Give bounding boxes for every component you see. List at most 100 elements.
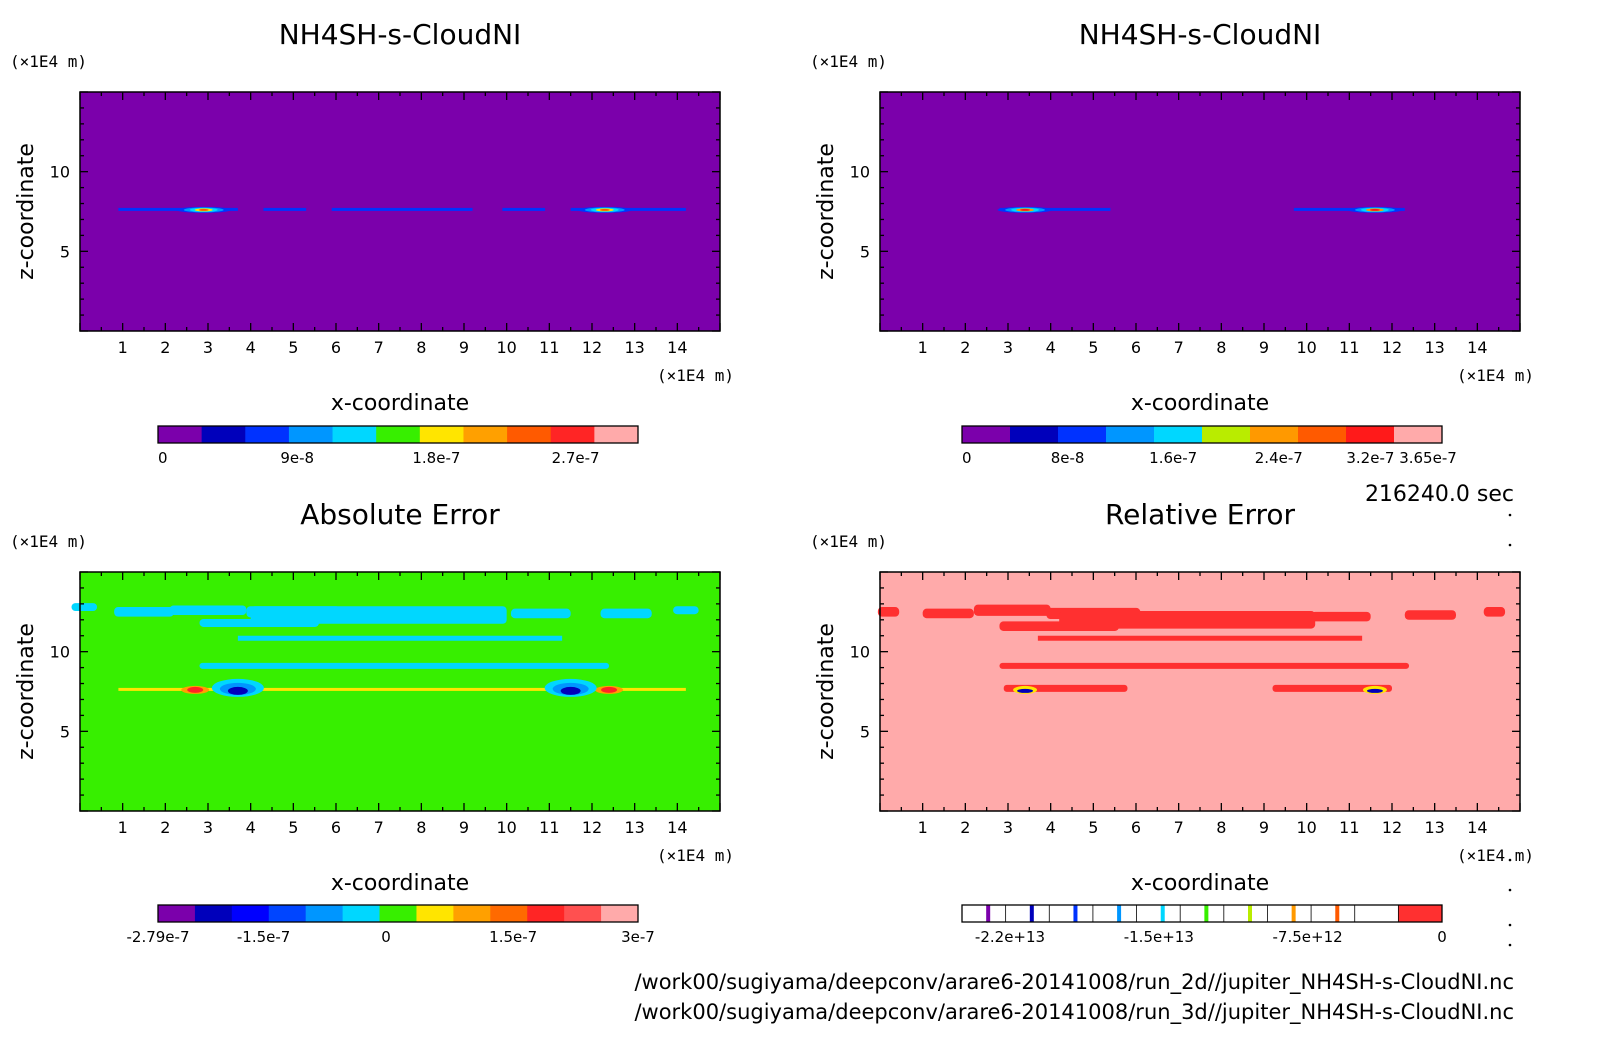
colorbar-line — [986, 905, 991, 922]
x-tick-label: 4 — [1046, 338, 1056, 357]
colorbar-segment — [194, 905, 233, 922]
x-tick-label: 9 — [1259, 818, 1269, 837]
colorbar-label: 3e-7 — [621, 928, 655, 946]
x-unit-label: (×1E4 m) — [1457, 846, 1534, 865]
colorbar-segment — [1202, 426, 1251, 443]
colorbar-segment — [1398, 905, 1443, 922]
x-unit-label: (×1E4 m) — [657, 846, 734, 865]
x-tick-label: 5 — [288, 818, 298, 837]
colorbar-label: 0 — [158, 449, 168, 467]
panel-2: NH4SH-s-CloudNI(×1E4 m)(×1E4 m)1 2 3 4 5 6 7 8 9… — [810, 18, 1534, 467]
x-tick-label: 13 — [624, 818, 644, 837]
chart-title: NH4SH-s-CloudNI — [1079, 18, 1322, 51]
margin-dot — [1508, 888, 1512, 892]
x-axis-label: x-coordinate — [1131, 871, 1269, 896]
x-tick-label: 6 — [1131, 338, 1141, 357]
colorbar-segment — [1394, 426, 1443, 443]
x-tick-label: 14 — [1467, 818, 1487, 837]
x-tick-label: 14 — [1467, 338, 1487, 357]
x-tick-label: 4 — [246, 818, 256, 837]
colorbar-label: 0 — [962, 449, 972, 467]
colorbar-segment — [416, 905, 454, 922]
colorbar-label: -1.5e-7 — [237, 928, 290, 946]
x-tick-label: 1 — [118, 338, 128, 357]
error-band — [237, 635, 563, 641]
error-band — [71, 603, 98, 612]
colorbar-segment — [1354, 905, 1399, 922]
colorbar-line — [1029, 905, 1034, 922]
colorbar-segment — [527, 905, 565, 922]
x-tick-label: 10 — [1296, 338, 1316, 357]
x-tick-label: 3 — [203, 338, 213, 357]
y-tick-label: 10 — [850, 643, 870, 662]
margin-dot — [1508, 513, 1512, 517]
colorbar-line — [1117, 905, 1122, 922]
error-band — [1037, 635, 1363, 641]
panel-1: NH4SH-s-CloudNI(×1E4 m)(×1E4 m)1 2 3 4 5 6 7 8 9… — [10, 18, 734, 467]
colorbar-segment — [1298, 426, 1347, 443]
x-tick-label: 13 — [1424, 818, 1444, 837]
error-band — [118, 687, 686, 691]
colorbar-segment — [342, 905, 381, 922]
time-label: 216240.0 sec — [1364, 482, 1514, 507]
x-tick-label: 13 — [1424, 338, 1444, 357]
colorbar-line — [1204, 905, 1209, 922]
colorbar-label: 1.5e-7 — [489, 928, 537, 946]
cloud-band — [263, 207, 307, 211]
colorbar-segment — [601, 905, 639, 922]
plot-background — [880, 92, 1520, 331]
y-tick-label: 10 — [850, 163, 870, 182]
colorbar-segment — [1010, 426, 1059, 443]
cloud-band — [999, 207, 1111, 211]
colorbar-segment — [1136, 905, 1181, 922]
colorbar-label: 0 — [381, 928, 391, 946]
colorbar-segment — [1346, 426, 1395, 443]
colorbar-label: -7.5e+12 — [1273, 928, 1343, 946]
colorbar-segment — [1180, 905, 1225, 922]
error-core — [227, 686, 248, 695]
y-tick-label: 10 — [50, 163, 70, 182]
colorbar-label: 3.65e-7 — [1399, 449, 1457, 467]
colorbar-label: 0 — [1437, 928, 1447, 946]
x-tick-label: 4 — [1046, 818, 1056, 837]
colorbar-segment — [1267, 905, 1312, 922]
x-tick-label: 10 — [1296, 818, 1316, 837]
colorbar-segment — [268, 905, 307, 922]
colorbar-segment — [1058, 426, 1107, 443]
colorbar-segment — [564, 905, 602, 922]
x-tick-label: 8 — [1216, 818, 1226, 837]
colorbar-segment — [594, 426, 639, 443]
x-axis-label: x-coordinate — [331, 391, 469, 416]
error-band — [973, 604, 1051, 616]
colorbar-segment — [1092, 905, 1138, 922]
x-tick-label: 6 — [331, 338, 341, 357]
colorbar-segment — [453, 905, 491, 922]
panel-4: Relative Error(×1E4 m)(×1E4 m)1 2 3 4 5 6 7 8 9 1… — [810, 498, 1534, 946]
x-unit-label: (×1E4 m) — [657, 366, 734, 385]
error-core — [187, 686, 204, 693]
x-tick-label: 12 — [582, 818, 602, 837]
colorbar-line — [1073, 905, 1078, 922]
x-tick-label: 4 — [246, 338, 256, 357]
colorbar-segment — [507, 426, 552, 443]
error-band — [877, 607, 900, 617]
colorbar-segment — [419, 426, 464, 443]
cloud-core — [198, 208, 209, 211]
x-tick-label: 12 — [1382, 338, 1402, 357]
x-tick-label: 10 — [496, 338, 516, 357]
y-axis-label: z-coordinate — [814, 143, 839, 280]
error-band — [1483, 607, 1506, 617]
x-tick-label: 1 — [918, 818, 928, 837]
x-tick-label: 7 — [1174, 338, 1184, 357]
x-tick-label: 3 — [1003, 818, 1013, 837]
x-tick-label: 8 — [416, 338, 426, 357]
y-tick-label: 5 — [860, 722, 870, 741]
margin-dot — [1508, 923, 1512, 927]
x-tick-label: 14 — [667, 338, 687, 357]
margin-dot — [1508, 858, 1512, 862]
error-band — [250, 606, 507, 624]
x-tick-label: 6 — [1131, 818, 1141, 837]
colorbar-segment — [332, 426, 377, 443]
x-tick-label: 12 — [1382, 818, 1402, 837]
